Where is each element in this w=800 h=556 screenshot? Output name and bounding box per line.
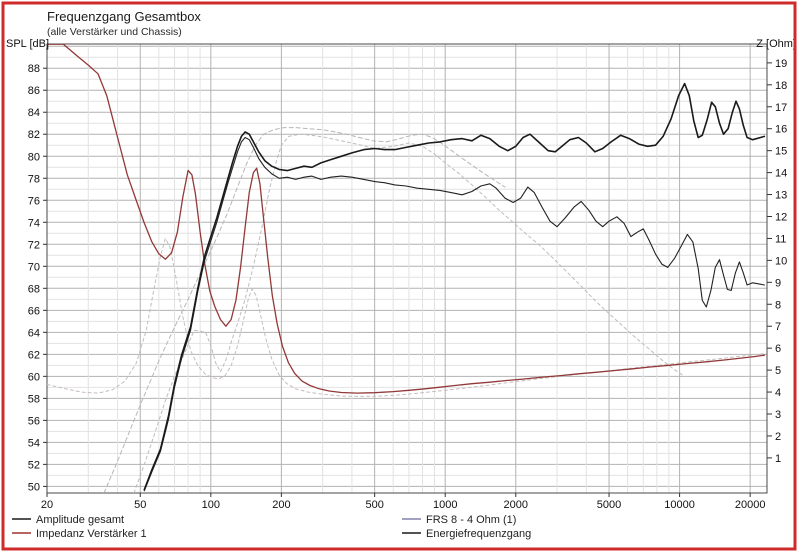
z-tick-label: 16 bbox=[775, 124, 787, 136]
z-tick-label: 10 bbox=[775, 255, 787, 267]
z-tick-label: 6 bbox=[775, 343, 781, 355]
spl-tick-label: 64 bbox=[28, 327, 40, 339]
spl-tick-label: 82 bbox=[28, 129, 40, 141]
z-tick-label: 18 bbox=[775, 80, 787, 92]
y-right-axis-label: Z [Ohm] bbox=[756, 38, 796, 50]
spl-tick-label: 86 bbox=[28, 85, 40, 97]
z-tick-label: 12 bbox=[775, 211, 787, 223]
legend: Amplitude gesamt Impedanz Verstärker 1 FRS… bbox=[12, 514, 531, 540]
curve-frs8-impedanz bbox=[47, 237, 765, 397]
z-tick-label: 11 bbox=[775, 233, 786, 245]
z-tick-label: 7 bbox=[775, 321, 781, 333]
plot-frame bbox=[46, 43, 768, 494]
legend-item: Amplitude gesamt bbox=[12, 514, 124, 526]
x-tick-label: 20 bbox=[41, 499, 53, 511]
spl-tick-label: 62 bbox=[28, 349, 40, 361]
z-tick-label: 15 bbox=[775, 146, 787, 158]
spl-tick-label: 56 bbox=[28, 415, 40, 427]
spl-tick-label: 72 bbox=[28, 239, 40, 251]
x-tick-label: 20000 bbox=[735, 499, 766, 511]
spl-tick-label: 60 bbox=[28, 371, 40, 383]
z-tick-label: 4 bbox=[775, 387, 781, 399]
legend-item: FRS 8 - 4 Ohm (1) bbox=[402, 514, 516, 526]
spl-tick-label: 52 bbox=[28, 459, 40, 471]
spl-tick-label: 80 bbox=[28, 151, 40, 163]
chart-subtitle: (alle Verstärker und Chassis) bbox=[47, 26, 182, 38]
y-left-axis-label: SPL [dB] bbox=[6, 38, 49, 50]
spl-tick-label: 76 bbox=[28, 195, 40, 207]
curve-energiefrequenzgang bbox=[143, 136, 765, 492]
x-tick-label: 10000 bbox=[664, 499, 695, 511]
spl-tick-label: 68 bbox=[28, 283, 40, 295]
chart-title: Frequenzgang Gesamtbox bbox=[47, 9, 201, 24]
z-tick-label: 17 bbox=[775, 102, 787, 114]
z-tick-label: 1 bbox=[775, 453, 781, 465]
curves bbox=[47, 44, 766, 493]
curve-amplitude-gesamt bbox=[143, 82, 766, 491]
z-tick-label: 3 bbox=[775, 409, 781, 421]
legend-label: Impedanz Verstärker 1 bbox=[36, 528, 147, 540]
x-tick-label: 50 bbox=[134, 499, 146, 511]
spl-tick-label: 58 bbox=[28, 393, 40, 405]
x-tick-label: 5000 bbox=[597, 499, 621, 511]
spl-tick-label: 66 bbox=[28, 305, 40, 317]
spl-tick-label: 78 bbox=[28, 173, 40, 185]
x-tick-label: 1000 bbox=[433, 499, 457, 511]
z-tick-label: 5 bbox=[775, 365, 781, 377]
legend-item: Energiefrequenzgang bbox=[402, 528, 531, 540]
spl-tick-label: 74 bbox=[28, 217, 40, 229]
z-tick-label: 2 bbox=[775, 431, 781, 443]
curve-impedanz-verstaerker-1 bbox=[47, 44, 766, 394]
legend-item: Impedanz Verstärker 1 bbox=[12, 528, 147, 540]
z-tick-label: 9 bbox=[775, 277, 781, 289]
grid bbox=[46, 44, 767, 493]
axis-tick-labels: 8886848280787674727068666462605856545250… bbox=[28, 58, 788, 511]
z-tick-label: 13 bbox=[775, 190, 787, 202]
z-tick-label: 8 bbox=[775, 299, 781, 311]
spl-tick-label: 50 bbox=[28, 481, 40, 493]
legend-label: Energiefrequenzgang bbox=[426, 528, 531, 540]
z-tick-label: 19 bbox=[775, 58, 787, 70]
spl-tick-label: 88 bbox=[28, 63, 40, 75]
x-tick-label: 500 bbox=[365, 499, 383, 511]
plot-border bbox=[46, 43, 768, 494]
legend-label: Amplitude gesamt bbox=[36, 514, 124, 526]
curve-frs8-energie bbox=[133, 133, 686, 493]
spl-tick-label: 54 bbox=[28, 437, 40, 449]
spl-tick-label: 84 bbox=[28, 107, 40, 119]
z-tick-label: 14 bbox=[775, 168, 787, 180]
x-tick-label: 100 bbox=[202, 499, 220, 511]
spl-tick-label: 70 bbox=[28, 261, 40, 273]
x-tick-label: 200 bbox=[272, 499, 290, 511]
x-tick-label: 2000 bbox=[504, 499, 528, 511]
legend-label: FRS 8 - 4 Ohm (1) bbox=[426, 514, 516, 526]
